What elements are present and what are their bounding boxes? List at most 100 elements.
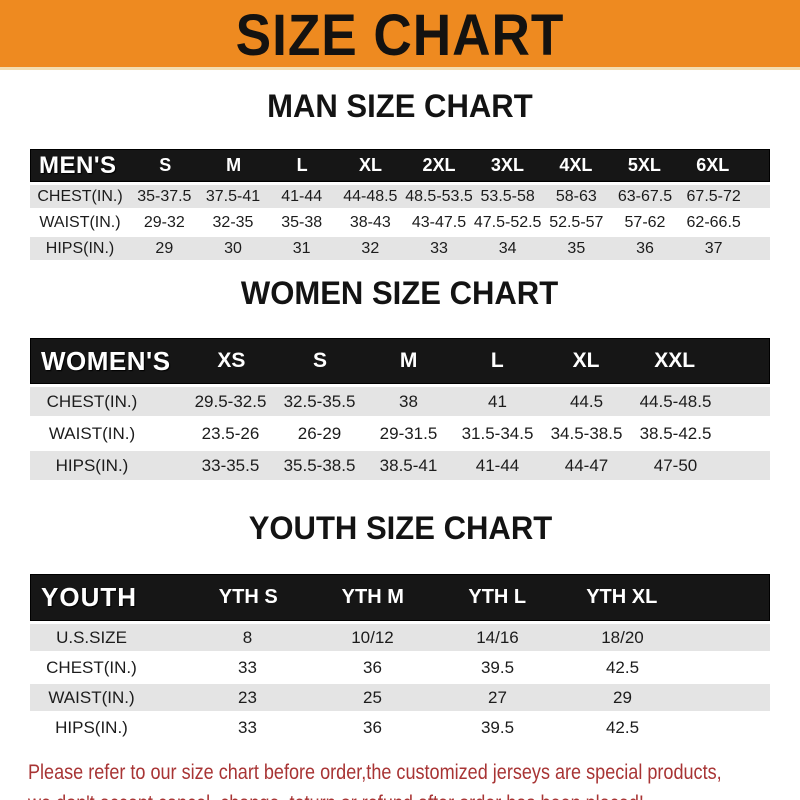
value-cell: 34.5-38.5 (550, 423, 623, 443)
column-header: S (312, 349, 327, 372)
page-title: SIZE CHART (235, 1, 565, 67)
value-cell: 43-47.5 (411, 213, 467, 231)
row-label: HIPS(IN.) (45, 239, 115, 257)
value-cell: 67.5-72 (686, 187, 741, 205)
column-header: YTH M (341, 586, 404, 608)
value-cell: 33 (430, 239, 448, 257)
youth-heading-text: YOUTH SIZE CHART (248, 510, 552, 546)
value-cell: 23 (238, 687, 257, 707)
column-header: M (226, 155, 242, 175)
column-header: L (296, 155, 308, 175)
column-header: XL (572, 349, 600, 372)
youth-size-table: YOUTH YTH S YTH M YTH L YTH XL U.S.SIZE 8 10/12… (30, 574, 770, 741)
value-cell: 25 (363, 687, 382, 707)
value-cell: 36 (636, 239, 654, 257)
row-label: CHEST(IN.) (46, 391, 138, 411)
value-cell: 47-50 (653, 455, 698, 475)
value-cell: 47.5-52.5 (473, 213, 542, 231)
value-cell: 42.5 (605, 657, 640, 677)
men-size-table: MEN'S S M L XL 2XL 3XL 4XL 5XL 6XL CHEST(IN.) 35-37… (30, 149, 770, 260)
women-size-table: WOMEN'S XS S M L XL XXL CHEST(IN.) 29.5-32.5 32.5… (30, 338, 770, 480)
row-label: WAIST(IN.) (39, 213, 121, 231)
table-row: WAIST(IN.) 29-32 32-35 35-38 38-43 43-47.5 47.… (30, 211, 770, 234)
table-row: WAIST(IN.) 23 25 27 29 (30, 684, 770, 711)
column-header: 3XL (490, 155, 524, 175)
table-title-cell: WOMEN'S (41, 345, 171, 376)
section-men: MAN SIZE CHART MEN'S S M L XL 2XL 3XL 4XL 5XL 6XL… (0, 88, 800, 260)
value-cell: 33-35.5 (201, 455, 260, 475)
table-title-cell: MEN'S (39, 151, 117, 179)
column-header: 6XL (696, 155, 730, 175)
value-cell: 30 (224, 239, 242, 257)
value-cell: 44.5-48.5 (639, 391, 712, 411)
value-cell: 44.5 (569, 391, 604, 411)
value-cell: 29 (613, 687, 632, 707)
row-label: WAIST(IN.) (48, 687, 135, 707)
value-cell: 29.5-32.5 (194, 391, 267, 411)
value-cell: 37 (704, 239, 723, 257)
value-cell: 33 (238, 657, 257, 677)
value-cell: 29 (155, 239, 174, 257)
value-cell: 33 (238, 717, 257, 737)
table-row: HIPS(IN.) 33 36 39.5 42.5 (30, 714, 770, 741)
table-row: CHEST(IN.) 33 36 39.5 42.5 (30, 654, 770, 681)
value-cell: 31 (292, 239, 311, 257)
row-label: HIPS(IN.) (55, 717, 128, 737)
section-youth: YOUTH SIZE CHART YOUTH YTH S YTH M YTH L YTH… (0, 510, 800, 741)
section-women: WOMEN SIZE CHART WOMEN'S XS S M L XL XXL CHEST(… (0, 275, 800, 480)
footer-note: Please refer to our size chart before or… (28, 757, 800, 800)
column-header: XL (359, 155, 383, 175)
table-header-row: MEN'S S M L XL 2XL 3XL 4XL 5XL 6XL (30, 149, 770, 182)
table-header-row: YOUTH YTH S YTH M YTH L YTH XL (30, 574, 770, 621)
youth-section-heading: YOUTH SIZE CHART (0, 510, 800, 557)
table-title-cell: YOUTH (41, 582, 137, 612)
column-header: M (399, 349, 418, 372)
women-section-heading: WOMEN SIZE CHART (0, 275, 800, 322)
value-cell: 48.5-53.5 (405, 187, 473, 205)
value-cell: 39.5 (480, 717, 515, 737)
table-row: U.S.SIZE 8 10/12 14/16 18/20 (30, 624, 770, 651)
value-cell: 58-63 (555, 187, 597, 205)
value-cell: 35 (567, 239, 586, 257)
value-cell: 38.5-41 (379, 455, 438, 475)
row-label: WAIST(IN.) (48, 423, 136, 443)
value-cell: 32 (361, 239, 380, 257)
women-heading-text: WOMEN SIZE CHART (241, 275, 559, 311)
table-row: CHEST(IN.) 35-37.5 37.5-41 41-44 44-48.5 48.5… (30, 185, 770, 208)
row-label: CHEST(IN.) (37, 187, 123, 205)
value-cell: 26-29 (297, 423, 342, 443)
value-cell: 53.5-58 (480, 187, 535, 205)
column-header: 5XL (627, 155, 661, 175)
value-cell: 62-66.5 (686, 213, 741, 231)
value-cell: 41 (488, 391, 507, 411)
banner: SIZE CHART (0, 0, 800, 70)
value-cell: 10/12 (351, 627, 394, 647)
value-cell: 44-47 (564, 455, 609, 475)
value-cell: 38.5-42.5 (639, 423, 712, 443)
row-label: U.S.SIZE (56, 627, 127, 647)
column-header: 2XL (422, 155, 456, 175)
value-cell: 32.5-35.5 (283, 391, 356, 411)
value-cell: 35.5-38.5 (283, 455, 356, 475)
row-label: CHEST(IN.) (46, 657, 137, 677)
value-cell: 29-32 (143, 213, 185, 231)
value-cell: 35-38 (281, 213, 323, 231)
column-header: L (490, 349, 504, 372)
value-cell: 57-62 (624, 213, 666, 231)
value-cell: 38-43 (349, 213, 391, 231)
value-cell: 35-37.5 (137, 187, 192, 205)
men-heading-text: MAN SIZE CHART (267, 88, 533, 124)
value-cell: 23.5-26 (201, 423, 260, 443)
value-cell: 27 (488, 687, 507, 707)
table-row: CHEST(IN.) 29.5-32.5 32.5-35.5 38 41 44.5 44.5… (30, 387, 770, 416)
value-cell: 36 (363, 657, 382, 677)
column-header: S (159, 155, 172, 175)
value-cell: 34 (498, 239, 517, 257)
value-cell: 32-35 (212, 213, 254, 231)
value-cell: 14/16 (476, 627, 519, 647)
men-section-heading: MAN SIZE CHART (0, 88, 800, 135)
value-cell: 63-67.5 (617, 187, 673, 205)
value-cell: 31.5-34.5 (461, 423, 534, 443)
table-row: HIPS(IN.) 29 30 31 32 33 34 35 36 37 (30, 237, 770, 260)
